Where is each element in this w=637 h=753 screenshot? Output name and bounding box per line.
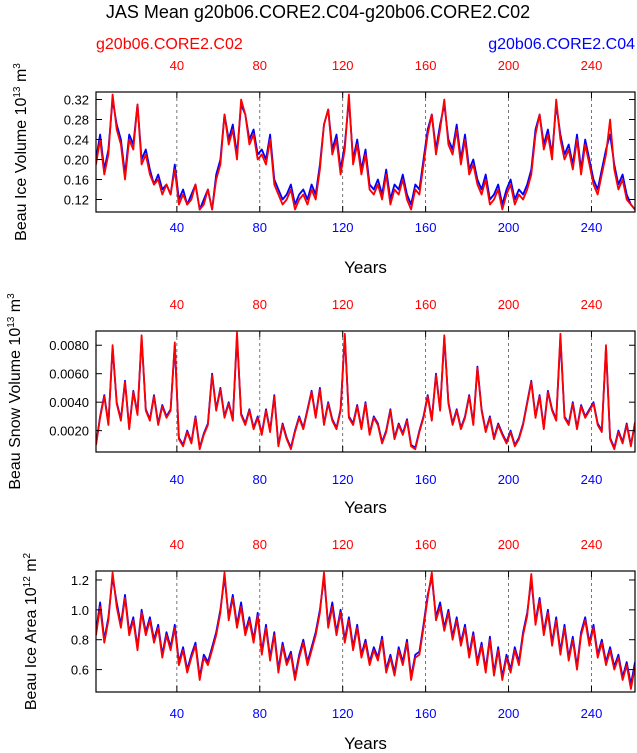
xtick-label-bottom: 40 (170, 220, 184, 235)
xtick-label-top: 120 (332, 297, 354, 312)
ytick-label: 0.0020 (49, 424, 89, 439)
xtick-label-top: 240 (581, 297, 603, 312)
ytick-label: 0.28 (64, 113, 89, 128)
x-axis-label: Years (344, 498, 387, 517)
chart-panel-1: 0.12 0.16 0.20 0.24 0.28 0.32 40 40 80 80 120 120 16… (12, 58, 636, 277)
xtick-label-top: 120 (332, 537, 354, 552)
xtick-label-top: 40 (170, 58, 184, 73)
case-label-left: g20b06.CORE2.C02 (96, 36, 243, 53)
xtick-label-bottom: 200 (498, 706, 520, 721)
case-label-right: g20b06.CORE2.C04 (488, 36, 635, 53)
ytick-label: 0.0040 (49, 395, 89, 410)
chart-panel-3: 0.6 0.8 1.0 1.2 40 40 80 80 120 120 160 160 200 200 24… (22, 537, 636, 753)
xtick-label-bottom: 160 (415, 472, 437, 487)
xtick-label-top: 160 (415, 58, 437, 73)
series-line-c02 (96, 331, 635, 451)
xtick-label-top: 200 (498, 537, 520, 552)
ytick-label: 1.0 (71, 603, 89, 618)
ytick-label: 0.8 (71, 633, 89, 648)
ytick-label: 0.0080 (49, 338, 89, 353)
plot-frame (95, 570, 636, 693)
xtick-label-bottom: 80 (253, 220, 267, 235)
xtick-label-bottom: 40 (170, 472, 184, 487)
chart-panel-2: 0.0020 0.0040 0.0060 0.0080 40 40 80 80 120 120 16… (6, 293, 636, 517)
xtick-label-bottom: 200 (498, 220, 520, 235)
xtick-label-top: 200 (498, 297, 520, 312)
figure-title: JAS Mean g20b06.CORE2.C04-g20b06.CORE2.C… (106, 2, 530, 22)
xtick-label-bottom: 80 (253, 472, 267, 487)
xtick-label-bottom: 240 (581, 706, 603, 721)
xtick-label-top: 200 (498, 58, 520, 73)
xtick-label-top: 80 (253, 537, 267, 552)
ytick-label: 0.16 (64, 173, 89, 188)
xtick-label-bottom: 160 (415, 220, 437, 235)
ytick-label: 0.12 (64, 193, 89, 208)
panels-group: 0.12 0.16 0.20 0.24 0.28 0.32 40 40 80 80 120 120 16… (6, 58, 636, 753)
x-axis-label: Years (344, 734, 387, 753)
xtick-label-bottom: 40 (170, 706, 184, 721)
plot-frame (95, 330, 636, 453)
y-axis-label: Beau Snow Volume 1013 m3 (6, 293, 24, 490)
xtick-label-top: 240 (581, 58, 603, 73)
y-axis-label: Beau Ice Volume 1013 m3 (12, 63, 30, 241)
xtick-label-bottom: 80 (253, 706, 267, 721)
xtick-label-bottom: 120 (332, 472, 354, 487)
xtick-label-top: 160 (415, 537, 437, 552)
xtick-label-bottom: 240 (581, 220, 603, 235)
ytick-label: 0.24 (64, 133, 89, 148)
y-axis-label: Beau Ice Area 1012 m2 (22, 552, 40, 710)
ytick-label: 0.20 (64, 153, 89, 168)
xtick-label-top: 40 (170, 537, 184, 552)
xtick-label-top: 80 (253, 58, 267, 73)
ytick-label: 0.32 (64, 93, 89, 108)
xtick-label-top: 80 (253, 297, 267, 312)
plot-frame (95, 91, 636, 213)
xtick-label-top: 120 (332, 58, 354, 73)
ytick-label: 0.6 (71, 663, 89, 678)
xtick-label-bottom: 120 (332, 220, 354, 235)
xtick-label-bottom: 160 (415, 706, 437, 721)
series-line-c02 (96, 93, 635, 211)
xtick-label-bottom: 240 (581, 472, 603, 487)
xtick-label-top: 240 (581, 537, 603, 552)
series-line-c02 (96, 571, 635, 690)
xtick-label-bottom: 120 (332, 706, 354, 721)
ytick-label: 1.2 (71, 573, 89, 588)
xtick-label-bottom: 200 (498, 472, 520, 487)
xtick-label-top: 160 (415, 297, 437, 312)
x-axis-label: Years (344, 258, 387, 277)
xtick-label-top: 40 (170, 297, 184, 312)
ytick-label: 0.0060 (49, 367, 89, 382)
